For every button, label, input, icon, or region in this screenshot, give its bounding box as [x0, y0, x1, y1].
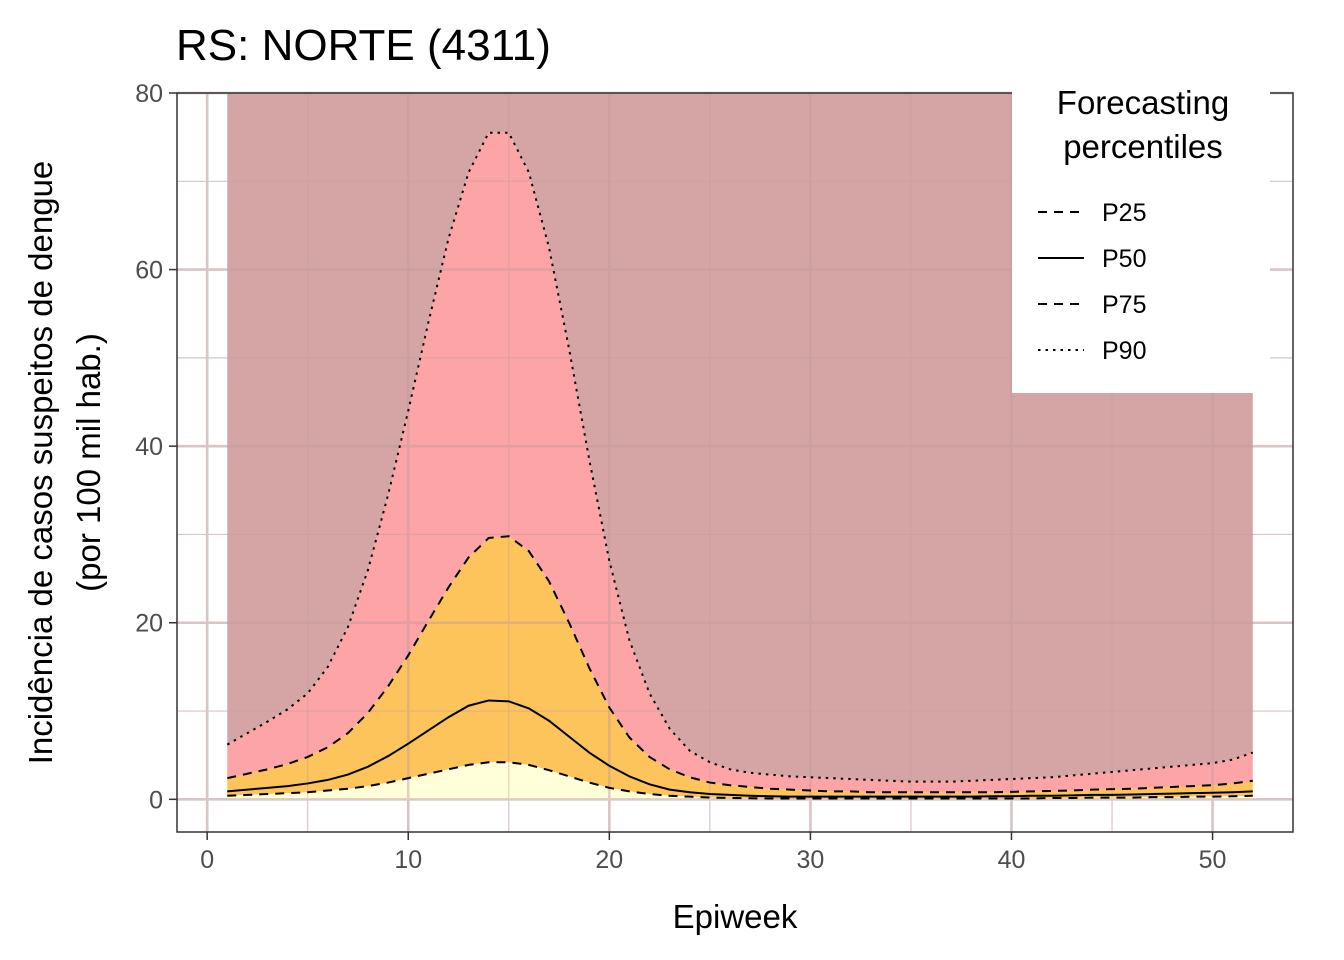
band-above-p90 [227, 93, 1253, 782]
legend-background [1012, 80, 1270, 393]
y-tick-label: 20 [135, 610, 163, 638]
legend: Forecasting percentiles P25 P50 P75 P90 [1012, 80, 1270, 393]
chart-title: RS: NORTE (4311) [176, 21, 551, 70]
percentile-lines [226, 131, 1254, 800]
series-line-p50 [227, 699, 1253, 798]
legend-title-line1: Forecasting [1057, 84, 1229, 121]
band-p75-p90 [227, 132, 1253, 793]
legend-label-p90: P90 [1102, 337, 1146, 365]
y-tick-label: 0 [149, 786, 163, 814]
legend-label-p25: P25 [1102, 199, 1146, 227]
y-tick-label: 40 [135, 433, 163, 461]
x-axis-title: Epiweek [673, 898, 798, 935]
legend-items: P25 P50 P75 P90 [1038, 199, 1146, 365]
y-axis-title-line1: Incidência de casos suspeitos de dengue [22, 161, 59, 765]
x-tick-label: 0 [200, 846, 214, 874]
x-tick-label: 20 [595, 846, 623, 874]
y-tick-label: 60 [135, 257, 163, 285]
legend-label-p75: P75 [1102, 291, 1146, 319]
series-line-p75 [227, 535, 1253, 794]
band-p25-p75 [227, 536, 1253, 799]
band-below-p25 [227, 762, 1253, 800]
axes: 0 10 20 30 40 50 0 20 40 60 80 [135, 80, 1226, 874]
panel-border [176, 92, 1294, 833]
series-line-p25 [227, 761, 1253, 800]
legend-label-p50: P50 [1102, 245, 1146, 273]
y-tick-label: 80 [135, 80, 163, 108]
series-line-p90 [226, 131, 1254, 783]
x-tick-label: 30 [796, 846, 824, 874]
x-tick-label: 50 [1199, 846, 1227, 874]
x-tick-label: 40 [998, 846, 1026, 874]
x-tick-label: 10 [394, 846, 422, 874]
legend-title-line2: percentiles [1063, 128, 1223, 165]
y-axis-title-line2: (por 100 mil hab.) [70, 333, 107, 592]
